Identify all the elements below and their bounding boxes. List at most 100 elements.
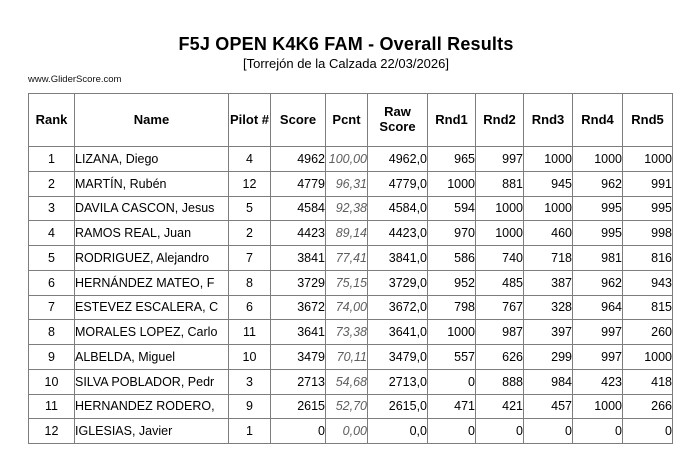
cell-rnd3: 0: [523, 418, 573, 444]
cell-rnd4: 981: [572, 245, 623, 271]
cell-name: IGLESIAS, Javier: [74, 418, 229, 444]
cell-rnd5: 1000: [622, 146, 673, 172]
cell-score: 3841: [270, 245, 326, 271]
cell-rnd2: 1000: [475, 220, 524, 246]
cell-rnd3: 397: [523, 319, 573, 345]
cell-rnd4: 962: [572, 269, 623, 296]
cell-rnd5: 418: [622, 368, 673, 395]
cell-rnd5: 943: [622, 269, 673, 296]
table-row: 3 DAVILA CASCON, Jesus 5 4584 92,38 4584,0 594…: [28, 195, 673, 222]
cell-rnd4: 964: [572, 294, 623, 321]
table-row: 11 HERNANDEZ RODERO, 9 2615 52,70 2615,0 471 42…: [28, 393, 673, 420]
cell-rnd5: 991: [622, 170, 673, 197]
cell-rank: 11: [28, 393, 75, 420]
cell-name: DAVILA CASCON, Jesus: [74, 195, 229, 222]
cell-score: 3641: [270, 319, 326, 345]
cell-name: RODRIGUEZ, Alejandro: [74, 245, 229, 271]
cell-pilot-number: 9: [228, 393, 271, 420]
cell-rnd1: 970: [427, 220, 476, 246]
cell-score: 4423: [270, 220, 326, 246]
cell-rnd1: 798: [427, 294, 476, 321]
cell-score: 4779: [270, 170, 326, 197]
cell-rnd4: 423: [572, 368, 623, 395]
cell-name: HERNÁNDEZ MATEO, F: [74, 269, 229, 296]
cell-pcnt: 70,11: [325, 344, 368, 370]
cell-rnd2: 740: [475, 245, 524, 271]
results-table-body: 1 LIZANA, Diego 4 4962 100,00 4962,0 965 997 100…: [28, 146, 673, 444]
cell-name: ALBELDA, Miguel: [74, 344, 229, 370]
header-row: Rank Name Pilot # Score Pcnt Raw Score R…: [28, 93, 673, 147]
cell-rnd2: 0: [475, 418, 524, 444]
cell-rnd5: 998: [622, 220, 673, 246]
table-row: 7 ESTEVEZ ESCALERA, C 6 3672 74,00 3672,0 798 7…: [28, 294, 673, 321]
cell-raw-score: 3479,0: [367, 344, 428, 370]
cell-rnd3: 387: [523, 269, 573, 296]
cell-score: 3729: [270, 269, 326, 296]
cell-rank: 6: [28, 269, 75, 296]
table-row: 12 IGLESIAS, Javier 1 0 0,00 0,0 0 0 0 0 0: [28, 418, 673, 444]
cell-rnd4: 0: [572, 418, 623, 444]
cell-pcnt: 75,15: [325, 269, 368, 296]
cell-raw-score: 0,0: [367, 418, 428, 444]
cell-rnd3: 1000: [523, 146, 573, 172]
cell-rnd3: 984: [523, 368, 573, 395]
cell-score: 3479: [270, 344, 326, 370]
cell-rank: 4: [28, 220, 75, 246]
cell-score: 4584: [270, 195, 326, 222]
cell-raw-score: 3641,0: [367, 319, 428, 345]
cell-rnd1: 0: [427, 418, 476, 444]
cell-raw-score: 3672,0: [367, 294, 428, 321]
column-header-raw-score: Raw Score: [367, 93, 428, 147]
cell-name: MORALES LOPEZ, Carlo: [74, 319, 229, 345]
cell-pcnt: 74,00: [325, 294, 368, 321]
cell-rnd2: 987: [475, 319, 524, 345]
cell-pcnt: 92,38: [325, 195, 368, 222]
cell-name: LIZANA, Diego: [74, 146, 229, 172]
cell-rank: 12: [28, 418, 75, 444]
cell-pilot-number: 6: [228, 294, 271, 321]
table-row: 5 RODRIGUEZ, Alejandro 7 3841 77,41 3841,0 586…: [28, 245, 673, 271]
cell-pilot-number: 3: [228, 368, 271, 395]
cell-pcnt: 100,00: [325, 146, 368, 172]
cell-pcnt: 52,70: [325, 393, 368, 420]
cell-rnd1: 965: [427, 146, 476, 172]
cell-rnd4: 962: [572, 170, 623, 197]
cell-pcnt: 89,14: [325, 220, 368, 246]
cell-rank: 7: [28, 294, 75, 321]
cell-score: 3672: [270, 294, 326, 321]
cell-rnd1: 557: [427, 344, 476, 370]
cell-rank: 2: [28, 170, 75, 197]
cell-pilot-number: 2: [228, 220, 271, 246]
cell-name: SILVA POBLADOR, Pedr: [74, 368, 229, 395]
cell-rank: 3: [28, 195, 75, 222]
gliderscore-website-label: www.GliderScore.com: [28, 74, 122, 85]
cell-score: 2713: [270, 368, 326, 395]
cell-score: 0: [270, 418, 326, 444]
cell-rnd5: 1000: [622, 344, 673, 370]
table-row: 10 SILVA POBLADOR, Pedr 3 2713 54,68 2713,0 0 8…: [28, 368, 673, 395]
cell-rnd3: 299: [523, 344, 573, 370]
cell-name: ESTEVEZ ESCALERA, C: [74, 294, 229, 321]
cell-rnd3: 945: [523, 170, 573, 197]
cell-rnd2: 881: [475, 170, 524, 197]
table-row: 4 RAMOS REAL, Juan 2 4423 89,14 4423,0 970 1000…: [28, 220, 673, 246]
cell-rank: 10: [28, 368, 75, 395]
cell-rank: 1: [28, 146, 75, 172]
cell-rnd2: 1000: [475, 195, 524, 222]
cell-rnd1: 594: [427, 195, 476, 222]
column-header-rnd3: Rnd3: [523, 93, 573, 147]
cell-rank: 9: [28, 344, 75, 370]
cell-pilot-number: 12: [228, 170, 271, 197]
cell-rnd4: 997: [572, 319, 623, 345]
cell-rnd1: 586: [427, 245, 476, 271]
cell-pcnt: 0,00: [325, 418, 368, 444]
cell-rnd3: 328: [523, 294, 573, 321]
cell-pilot-number: 7: [228, 245, 271, 271]
cell-rnd3: 718: [523, 245, 573, 271]
table-row: 8 MORALES LOPEZ, Carlo 11 3641 73,38 3641,0 10…: [28, 319, 673, 345]
cell-rnd4: 995: [572, 195, 623, 222]
cell-raw-score: 2615,0: [367, 393, 428, 420]
column-header-rnd2: Rnd2: [475, 93, 524, 147]
cell-pcnt: 96,31: [325, 170, 368, 197]
cell-name: MARTÍN, Rubén: [74, 170, 229, 197]
